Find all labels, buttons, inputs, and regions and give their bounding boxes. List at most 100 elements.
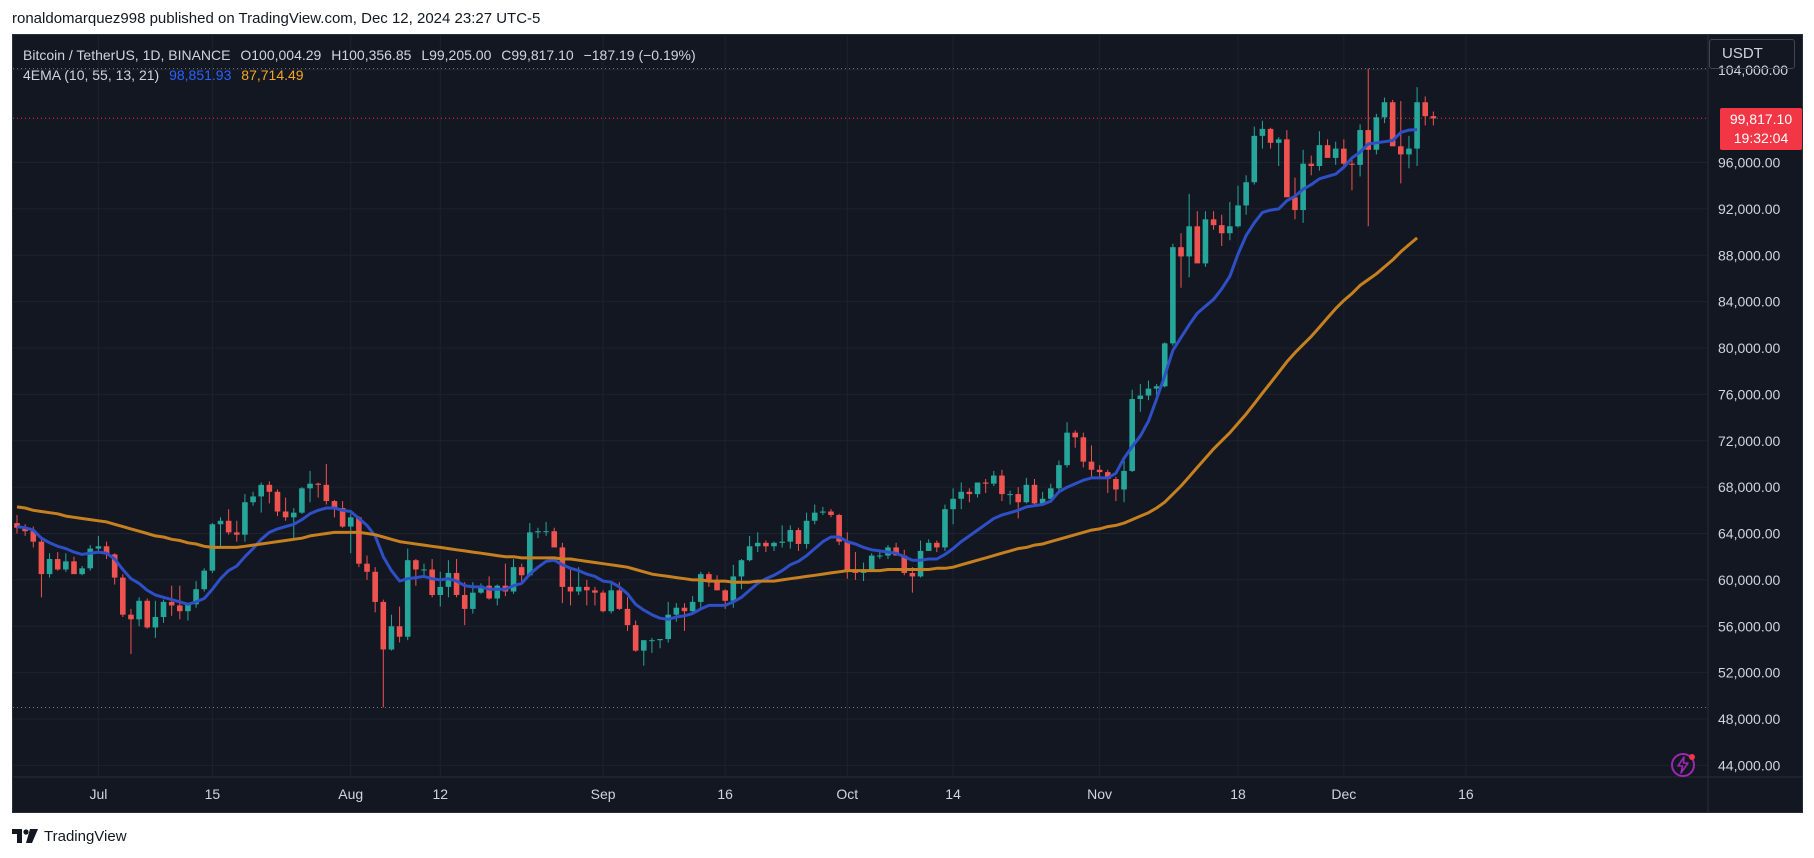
candle	[999, 469, 1005, 502]
chart-pane[interactable]: 104,000.00 96,000.00 92,000.00 88,000.00 84,…	[12, 34, 1803, 813]
candle-body	[632, 625, 639, 651]
candle	[714, 575, 720, 591]
last-price-label: 99,817.10 19:32:04	[1720, 108, 1802, 151]
candle-body	[1316, 145, 1323, 167]
candle-body	[1031, 484, 1038, 504]
candle	[966, 488, 973, 503]
candle-body	[551, 531, 558, 548]
x-tick-label: 16	[1458, 786, 1474, 802]
candle-body	[54, 559, 61, 570]
y-tick-label: 72,000.00	[1718, 433, 1780, 449]
candle	[274, 489, 281, 517]
tradingview-logo-icon	[12, 829, 38, 843]
candle	[14, 514, 20, 534]
candle-body	[461, 594, 468, 609]
candle	[1251, 126, 1258, 185]
ema-slow-line	[16, 236, 1419, 584]
candle-body	[795, 530, 802, 544]
candle-body	[1064, 432, 1070, 466]
candle	[657, 639, 663, 649]
candle	[1047, 483, 1054, 502]
x-tick-label: Jul	[89, 786, 107, 802]
y-tick-label: 84,000.00	[1718, 294, 1780, 310]
candle-body	[364, 563, 370, 572]
candle	[925, 539, 932, 551]
candle-body	[1275, 139, 1282, 143]
candle-body	[1015, 494, 1022, 503]
candle-body	[714, 579, 720, 591]
candle-body	[1227, 226, 1233, 234]
x-tick-label: Aug	[338, 786, 363, 802]
candle	[697, 571, 704, 608]
indicator-legend-row: 4EMA (10, 55, 13, 21) 98,851.93 87,714.4…	[23, 65, 696, 85]
candle	[1194, 211, 1201, 264]
candle-body	[1047, 488, 1054, 499]
candle	[592, 586, 598, 606]
currency-selector[interactable]: USDT	[1709, 39, 1795, 69]
candle-body	[274, 491, 281, 512]
candle-body	[901, 555, 908, 573]
candle	[510, 559, 517, 594]
candle-body	[421, 569, 427, 571]
candle	[233, 520, 240, 542]
candle-body	[1308, 163, 1315, 167]
published-info: ronaldomarquez998 published on TradingVi…	[12, 10, 541, 27]
candle	[1186, 193, 1192, 278]
candle	[1324, 139, 1331, 158]
candle	[551, 527, 558, 548]
candle-body	[429, 569, 435, 595]
candle-body	[453, 572, 460, 595]
candle-body	[478, 585, 484, 593]
candle-body	[95, 546, 102, 549]
x-tick-label: Sep	[591, 786, 616, 802]
y-tick-label: 96,000.00	[1718, 155, 1780, 171]
candle	[1137, 383, 1144, 412]
candle	[478, 583, 484, 594]
candle-body	[290, 512, 297, 518]
x-tick-label: 16	[717, 786, 733, 802]
candle-body	[1324, 145, 1331, 158]
y-tick-label: 68,000.00	[1718, 479, 1780, 495]
grid	[13, 35, 1708, 777]
candle	[779, 525, 785, 548]
candle-body	[559, 547, 566, 587]
chart-legend: Bitcoin / TetherUS, 1D, BINANCE O100,004…	[23, 45, 696, 85]
candle	[258, 482, 264, 513]
footer-brand[interactable]: TradingView	[12, 826, 127, 846]
candle	[1080, 432, 1087, 468]
candle	[518, 563, 525, 583]
candle-body	[120, 577, 126, 615]
candle-body	[144, 600, 151, 628]
candle-body	[339, 508, 346, 527]
candle	[1365, 68, 1372, 227]
candle-body	[258, 484, 264, 497]
candle	[763, 540, 769, 553]
price-chart[interactable]: 104,000.00 96,000.00 92,000.00 88,000.00 84,…	[13, 35, 1802, 812]
candle	[315, 482, 321, 498]
candle-body	[1373, 117, 1380, 150]
candle	[217, 517, 224, 549]
candle-body	[1332, 148, 1339, 158]
candle-body	[250, 496, 256, 503]
symbol-name[interactable]: Bitcoin / TetherUS, 1D, BINANCE	[23, 47, 231, 63]
candle	[46, 553, 53, 578]
candle	[1381, 97, 1388, 124]
candle-body	[803, 520, 810, 544]
candle	[942, 504, 948, 551]
candle-body	[1357, 130, 1363, 165]
candle-body	[168, 601, 175, 606]
candle-body	[811, 512, 818, 521]
candle	[982, 479, 989, 493]
y-tick-label: 64,000.00	[1718, 526, 1780, 542]
candle-body	[991, 475, 997, 484]
candle	[95, 535, 102, 551]
lightning-icon[interactable]	[1669, 751, 1697, 779]
indicator-name[interactable]: 4EMA (10, 55, 13, 21)	[23, 67, 160, 83]
candle	[461, 582, 468, 626]
candle-body	[46, 559, 53, 575]
candle	[38, 539, 45, 598]
candle-body	[1194, 226, 1201, 264]
candle	[396, 606, 403, 643]
candle	[1023, 477, 1030, 504]
candle-body	[136, 600, 142, 620]
